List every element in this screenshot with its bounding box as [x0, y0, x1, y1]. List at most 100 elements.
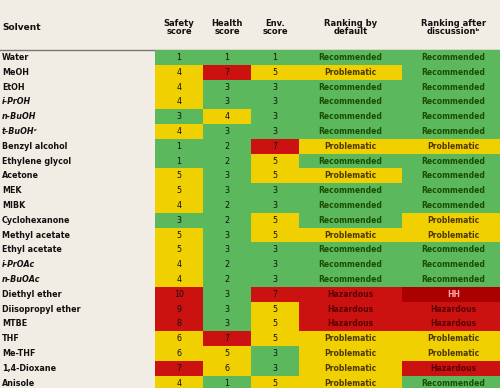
- Text: Recommended: Recommended: [422, 186, 486, 195]
- Text: n-BuOH: n-BuOH: [2, 112, 36, 121]
- Text: 4: 4: [224, 112, 230, 121]
- Bar: [402, 228, 500, 242]
- Text: 3: 3: [224, 230, 230, 239]
- Text: Recommended: Recommended: [318, 97, 382, 106]
- Text: 3: 3: [272, 245, 278, 254]
- Bar: [402, 287, 500, 301]
- Bar: [251, 198, 299, 213]
- Bar: [155, 139, 203, 154]
- Bar: [251, 80, 299, 94]
- Bar: [203, 316, 251, 331]
- Text: Recommended: Recommended: [318, 186, 382, 195]
- Bar: [203, 80, 251, 94]
- Text: 2: 2: [224, 201, 230, 210]
- Text: 5: 5: [272, 156, 278, 166]
- Text: 5: 5: [272, 319, 278, 328]
- Text: 10: 10: [174, 290, 184, 299]
- Bar: [155, 331, 203, 346]
- Text: Hazardous: Hazardous: [430, 305, 476, 314]
- Text: 5: 5: [272, 305, 278, 314]
- Bar: [155, 198, 203, 213]
- Bar: [402, 139, 500, 154]
- Text: Problematic: Problematic: [324, 364, 376, 373]
- Bar: [203, 198, 251, 213]
- Text: 3: 3: [272, 260, 278, 269]
- Text: 3: 3: [224, 127, 230, 136]
- Text: score: score: [166, 27, 192, 36]
- Bar: [402, 198, 500, 213]
- Text: Recommended: Recommended: [422, 127, 486, 136]
- Text: Recommended: Recommended: [318, 216, 382, 225]
- Bar: [251, 242, 299, 257]
- Text: 2: 2: [224, 260, 230, 269]
- Text: Problematic: Problematic: [428, 142, 480, 151]
- Bar: [299, 50, 402, 65]
- Text: 3: 3: [224, 83, 230, 92]
- Text: 7: 7: [224, 334, 230, 343]
- Bar: [251, 301, 299, 316]
- Bar: [299, 301, 402, 316]
- Bar: [155, 168, 203, 183]
- Text: 1: 1: [176, 156, 182, 166]
- Text: 5: 5: [272, 68, 278, 77]
- Text: Problematic: Problematic: [324, 142, 376, 151]
- Bar: [251, 168, 299, 183]
- Bar: [251, 228, 299, 242]
- Bar: [251, 331, 299, 346]
- Bar: [299, 346, 402, 361]
- Text: default: default: [334, 27, 368, 36]
- Text: MTBE: MTBE: [2, 319, 27, 328]
- Text: n-BuOAc: n-BuOAc: [2, 275, 40, 284]
- Bar: [251, 139, 299, 154]
- Bar: [251, 109, 299, 124]
- Text: 3: 3: [272, 127, 278, 136]
- Text: Recommended: Recommended: [318, 112, 382, 121]
- Text: 2: 2: [224, 142, 230, 151]
- Text: 3: 3: [224, 290, 230, 299]
- Bar: [155, 346, 203, 361]
- Text: Hazardous: Hazardous: [430, 364, 476, 373]
- Text: Recommended: Recommended: [422, 275, 486, 284]
- Bar: [402, 80, 500, 94]
- Bar: [299, 139, 402, 154]
- Text: Anisole: Anisole: [2, 379, 35, 388]
- Text: Recommended: Recommended: [422, 83, 486, 92]
- Bar: [402, 183, 500, 198]
- Text: 3: 3: [272, 83, 278, 92]
- Text: Ethyl acetate: Ethyl acetate: [2, 245, 62, 254]
- Bar: [203, 331, 251, 346]
- Bar: [203, 168, 251, 183]
- Text: 1: 1: [224, 379, 230, 388]
- Text: 5: 5: [272, 379, 278, 388]
- Text: Recommended: Recommended: [318, 127, 382, 136]
- Bar: [155, 242, 203, 257]
- Text: 7: 7: [224, 68, 230, 77]
- Bar: [299, 242, 402, 257]
- Text: MIBK: MIBK: [2, 201, 25, 210]
- Bar: [251, 213, 299, 228]
- Text: 2: 2: [224, 216, 230, 225]
- Text: 4: 4: [176, 127, 182, 136]
- Text: Recommended: Recommended: [318, 245, 382, 254]
- Bar: [251, 50, 299, 65]
- Text: Ranking after: Ranking after: [421, 19, 486, 28]
- Bar: [155, 376, 203, 388]
- Bar: [251, 94, 299, 109]
- Text: 5: 5: [176, 186, 182, 195]
- Text: Recommended: Recommended: [422, 245, 486, 254]
- Bar: [402, 272, 500, 287]
- Text: Recommended: Recommended: [318, 53, 382, 62]
- Text: Methyl acetate: Methyl acetate: [2, 230, 70, 239]
- Bar: [203, 94, 251, 109]
- Text: HH: HH: [447, 290, 460, 299]
- Bar: [402, 154, 500, 168]
- Text: MEK: MEK: [2, 186, 21, 195]
- Bar: [155, 183, 203, 198]
- Text: discussionᵇ: discussionᵇ: [427, 27, 480, 36]
- Bar: [251, 124, 299, 139]
- Bar: [402, 376, 500, 388]
- Bar: [203, 376, 251, 388]
- Bar: [299, 331, 402, 346]
- Bar: [299, 198, 402, 213]
- Bar: [402, 168, 500, 183]
